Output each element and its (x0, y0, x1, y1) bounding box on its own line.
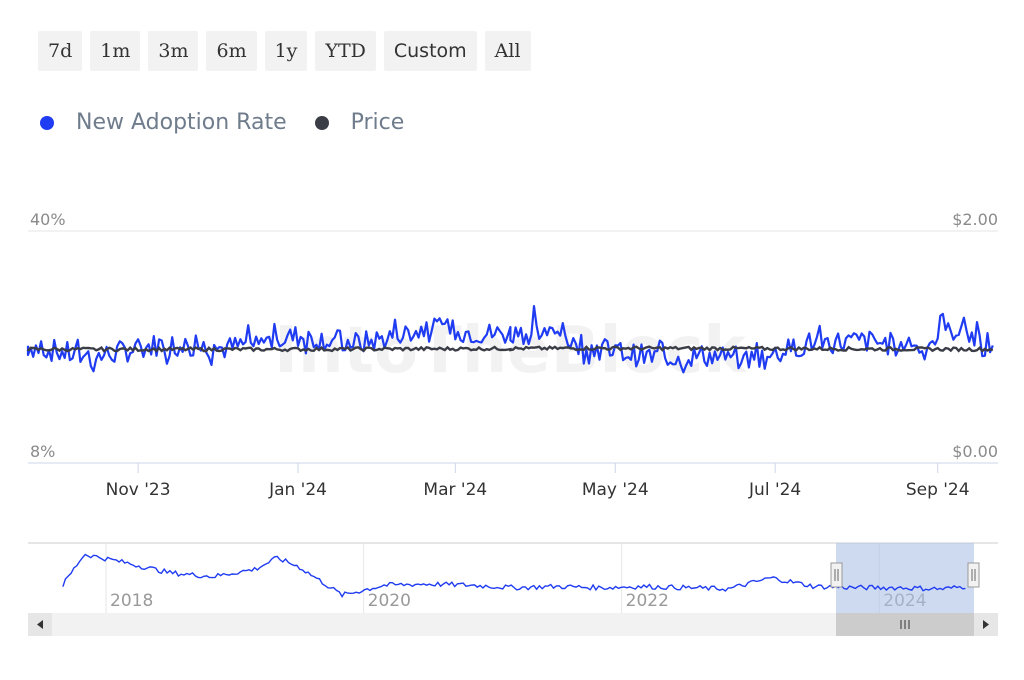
series-dot-icon (40, 115, 54, 130)
y-right-max-label: $2.00 (952, 210, 998, 229)
x-tick-label: Jul '24 (748, 480, 801, 500)
arrow-left-icon (37, 620, 43, 629)
navigator-handle-right[interactable] (967, 562, 980, 588)
range-button-6m[interactable]: 6m (206, 31, 257, 71)
scrollbar[interactable] (28, 613, 998, 636)
scrollbar-left-button[interactable] (28, 613, 52, 636)
series-dot-icon (314, 115, 329, 130)
navigator-year-label: 2018 (110, 591, 153, 611)
series-line-price (26, 345, 994, 353)
x-tick-label: Sep '24 (906, 480, 970, 500)
x-tick-label: Mar '24 (423, 480, 487, 500)
range-button-1m[interactable]: 1m (90, 31, 141, 71)
navigator-series-line (62, 553, 966, 598)
range-button-1y[interactable]: 1y (264, 31, 308, 71)
watermark: IntoTheBlock (274, 314, 747, 388)
scrollbar-track[interactable] (28, 613, 998, 636)
y-right-min-label: $0.00 (952, 442, 998, 461)
legend: New Adoption Rate Price (40, 110, 432, 135)
navigator-year-label: 2020 (368, 591, 411, 611)
range-button-custom[interactable]: Custom (383, 31, 477, 71)
range-button-7d[interactable]: 7d (38, 31, 83, 71)
navigator-year-label: 2024 (883, 591, 926, 611)
navigator-selection[interactable] (836, 543, 974, 613)
range-selector: 7d 1m 3m 6m 1y YTD Custom All (38, 31, 531, 71)
y-left-max-label: 40% (30, 210, 66, 229)
legend-label: New Adoption Rate (76, 110, 287, 135)
legend-item-new-adoption-rate[interactable]: New Adoption Rate (40, 110, 287, 135)
scrollbar-thumb[interactable] (836, 613, 974, 636)
series-line-new-adoption-rate (26, 305, 994, 374)
x-tick-label: May '24 (582, 480, 649, 500)
x-tick-label: Jan '24 (268, 480, 327, 500)
range-button-all[interactable]: All (484, 31, 531, 71)
navigator-year-label: 2022 (626, 591, 669, 611)
navigator-handle-left[interactable] (830, 562, 843, 588)
scrollbar-right-button[interactable] (974, 613, 998, 636)
legend-item-price[interactable]: Price (314, 110, 405, 135)
y-left-min-label: 8% (30, 442, 55, 461)
x-tick-label: Nov '23 (106, 480, 171, 500)
range-button-ytd[interactable]: YTD (315, 31, 376, 71)
legend-label: Price (350, 110, 405, 135)
range-button-3m[interactable]: 3m (148, 31, 199, 71)
navigator[interactable]: 2018 2020 2022 2024 (28, 542, 998, 613)
arrow-right-icon (983, 620, 989, 629)
